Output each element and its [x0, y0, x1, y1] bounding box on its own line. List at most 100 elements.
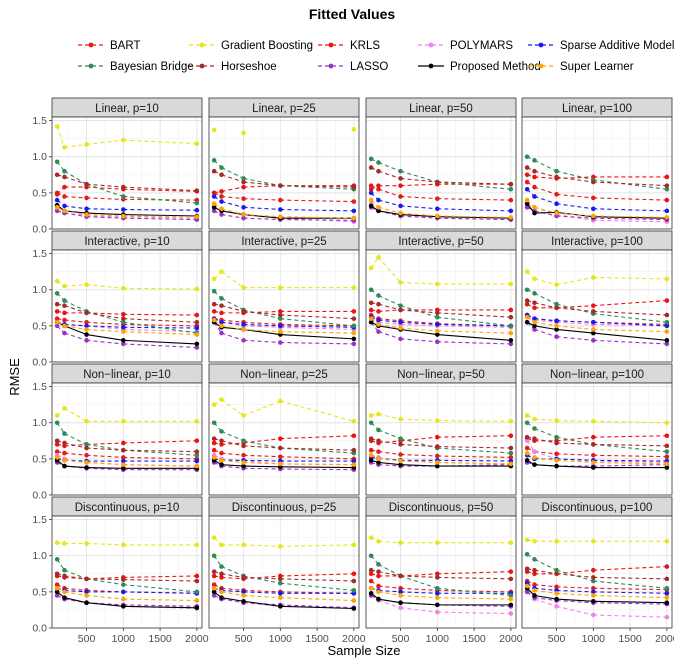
facet-panel-discontinuous-p-25: Discontinuous, p=25 500 1000 1500 2000	[208, 496, 366, 645]
data-point	[664, 183, 670, 188]
series-line-segment	[556, 569, 594, 575]
data-point	[219, 330, 224, 336]
series-line-segment	[123, 217, 197, 221]
series-line-segment	[280, 578, 354, 582]
data-point	[376, 583, 381, 589]
series-line-segment	[437, 217, 511, 221]
data-point	[62, 203, 67, 209]
x-tick-label: 2000	[342, 633, 366, 645]
series-line-segment	[593, 179, 667, 190]
data-point	[664, 319, 670, 325]
series-line-segment	[534, 186, 557, 195]
series-line-segment	[534, 598, 557, 607]
data-point	[84, 445, 89, 451]
data-point	[194, 458, 200, 464]
data-point	[398, 540, 403, 546]
series-line-segment	[437, 216, 511, 219]
series-line-segment	[556, 605, 594, 616]
series-bayesian-bridge	[368, 287, 514, 329]
series-line-segment	[280, 185, 354, 188]
data-point	[554, 591, 559, 596]
panel-border	[208, 116, 360, 230]
data-point	[376, 573, 381, 579]
facet-strip-label: Linear, p=100	[562, 103, 632, 115]
series-line-segment	[400, 170, 438, 183]
series-line-segment	[221, 458, 244, 462]
legend-key-point	[328, 63, 334, 69]
series-line-segment	[437, 420, 511, 422]
data-point	[241, 179, 246, 185]
x-axis-label: Sample Size	[328, 643, 401, 658]
data-point	[368, 567, 374, 573]
series-bayesian-bridge	[524, 551, 670, 591]
data-point	[211, 194, 217, 199]
series-line-segment	[221, 459, 244, 464]
data-point	[435, 585, 440, 591]
series-line-segment	[221, 597, 244, 602]
series-line-segment	[64, 589, 87, 593]
series-line-segment	[556, 586, 594, 589]
series-line-segment	[378, 429, 401, 440]
data-point	[376, 456, 381, 462]
series-line-segment	[556, 212, 594, 217]
data-point	[351, 462, 357, 467]
data-point	[554, 334, 559, 340]
data-point	[376, 438, 381, 444]
series-line-segment	[123, 323, 197, 327]
series-gradient-boosting	[54, 278, 200, 292]
data-point	[524, 179, 530, 185]
data-point	[219, 450, 224, 456]
series-line-segment	[437, 447, 511, 454]
series-line-segment	[593, 587, 667, 591]
series-line-segment	[86, 461, 124, 466]
series-proposed-method	[54, 589, 200, 611]
series-line-segment	[123, 604, 197, 607]
data-point	[368, 420, 374, 426]
data-point	[211, 447, 217, 453]
series-line-segment	[437, 611, 511, 615]
series-line-segment	[221, 332, 244, 341]
data-point	[351, 341, 357, 347]
series-horseshoe	[524, 434, 670, 449]
data-point	[219, 589, 224, 595]
series-line-segment	[593, 464, 667, 467]
series-line-segment	[593, 566, 667, 571]
x-tick-label: 1500	[618, 633, 642, 645]
series-line-segment	[221, 305, 244, 312]
data-point	[278, 340, 283, 345]
data-point	[554, 451, 559, 457]
series-line-segment	[86, 284, 124, 289]
series-line-segment	[280, 219, 354, 221]
series-line-segment	[437, 198, 511, 201]
series-line-segment	[280, 323, 354, 327]
data-point	[62, 323, 67, 329]
series-line-segment	[64, 458, 87, 464]
data-point	[508, 215, 514, 220]
legend-key-point	[88, 63, 94, 69]
series-sparse-additive-model	[54, 197, 200, 213]
data-point	[368, 156, 374, 162]
data-point	[532, 158, 537, 163]
series-line-segment	[221, 591, 244, 597]
data-point	[54, 585, 60, 591]
series-line-segment	[593, 332, 667, 341]
series-line-segment	[593, 420, 667, 424]
series-line-segment	[437, 341, 511, 345]
series-line-segment	[243, 445, 281, 449]
data-point	[351, 309, 357, 314]
data-point	[554, 301, 559, 307]
data-point	[532, 416, 537, 422]
data-point	[121, 458, 126, 464]
data-point	[554, 440, 559, 446]
legend: BART Gradient Boosting KRLS POLYMARS Sparse …	[78, 40, 674, 73]
data-point	[591, 213, 596, 219]
data-point	[219, 310, 224, 316]
legend-item-bart: BART	[78, 40, 140, 52]
series-line-segment	[378, 210, 401, 216]
data-point	[591, 460, 596, 465]
series-line-segment	[221, 195, 244, 200]
data-point	[532, 327, 537, 332]
series-line-segment	[400, 460, 438, 464]
plot-background	[522, 117, 672, 229]
series-line-segment	[378, 303, 401, 311]
